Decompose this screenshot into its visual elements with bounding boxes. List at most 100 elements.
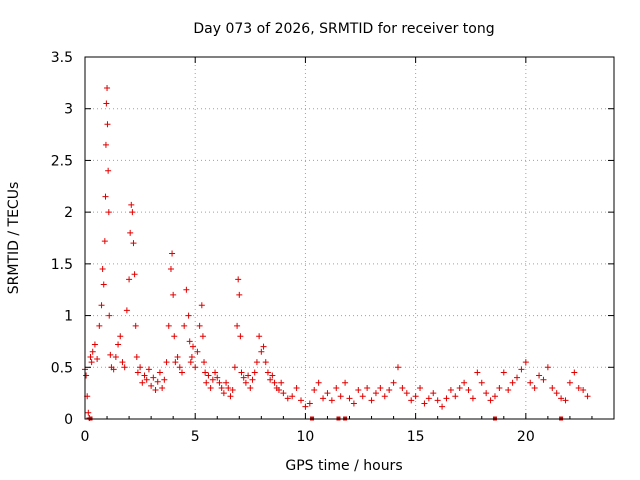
data-point [198, 302, 205, 309]
data-point [105, 167, 112, 174]
data-point [106, 312, 113, 319]
data-point [178, 369, 185, 376]
data-point [127, 229, 134, 236]
data-point [377, 384, 384, 391]
data-point [119, 359, 126, 366]
data-point [236, 291, 243, 298]
data-point [584, 393, 591, 400]
data-point [190, 343, 197, 350]
data-point [514, 374, 521, 381]
data-point [275, 387, 282, 394]
data-point [522, 359, 529, 366]
data-point [359, 393, 366, 400]
data-point [110, 366, 117, 373]
data-point [527, 379, 534, 386]
data-point [469, 395, 476, 402]
data-point [229, 387, 236, 394]
data-point [333, 384, 340, 391]
data-point [143, 376, 150, 383]
data-point [207, 384, 214, 391]
data-point [298, 397, 305, 404]
data-point [88, 359, 95, 366]
data-point [174, 353, 181, 360]
data-point [381, 393, 388, 400]
grid [85, 57, 614, 419]
data-point [260, 343, 267, 350]
x-axis-ticks: 0 5 10 15 20 [81, 57, 593, 445]
data-point [262, 359, 269, 366]
data-point [169, 250, 176, 257]
data-point [199, 333, 206, 340]
data-point [91, 341, 98, 348]
data-point [183, 286, 190, 293]
data-point [186, 338, 193, 345]
y-tick-label: 2.5 [51, 153, 73, 169]
data-point [439, 403, 446, 410]
x-tick-label: 15 [407, 429, 425, 445]
data-point [104, 85, 111, 92]
data-point [121, 364, 128, 371]
data-point [284, 395, 291, 402]
x-axis-label: GPS time / hours [285, 458, 402, 474]
data-point [237, 333, 244, 340]
data-point [278, 379, 285, 386]
data-point [306, 400, 313, 407]
data-point [159, 384, 166, 391]
data-point [196, 322, 203, 329]
data-point [167, 266, 174, 273]
data-point [452, 393, 459, 400]
data-point [202, 369, 209, 376]
data-point [549, 384, 556, 391]
data-point [218, 384, 225, 391]
data-point [293, 384, 300, 391]
data-point [170, 291, 177, 298]
y-axis-label: SRMTID / TECUs [6, 182, 22, 295]
data-point [87, 353, 94, 360]
data-point [100, 281, 107, 288]
data-point [474, 369, 481, 376]
x-tick-label: 10 [297, 429, 315, 445]
data-point [456, 384, 463, 391]
data-point [536, 372, 543, 379]
y-tick-label: 3.5 [51, 50, 73, 66]
data-point [171, 333, 178, 340]
data-point [408, 397, 415, 404]
data-point [447, 387, 454, 394]
data-point [85, 409, 92, 416]
data-point [98, 302, 105, 309]
data-point [566, 379, 573, 386]
data-point [271, 379, 278, 386]
data-point [531, 384, 538, 391]
data-point [518, 366, 525, 373]
data-point [194, 348, 201, 355]
data-point [417, 384, 424, 391]
data-point [394, 364, 401, 371]
data-point [172, 359, 179, 366]
data-point [264, 369, 271, 376]
data-point [101, 238, 108, 245]
data-point [214, 374, 221, 381]
y-tick-label: 0.5 [51, 360, 73, 376]
data-point [267, 376, 274, 383]
data-point [280, 390, 287, 397]
data-point [102, 193, 109, 200]
data-point [256, 333, 263, 340]
data-point [368, 397, 375, 404]
data-point [337, 393, 344, 400]
data-point [216, 379, 223, 386]
y-tick-label: 1 [64, 309, 73, 325]
data-point [130, 240, 137, 247]
y-tick-label: 1.5 [51, 257, 73, 273]
data-point [478, 379, 485, 386]
data-point [225, 384, 232, 391]
data-point [245, 372, 252, 379]
data-point [500, 369, 507, 376]
data-point [269, 372, 276, 379]
data-point [209, 376, 216, 383]
data-point [150, 374, 157, 381]
data-point [102, 141, 109, 148]
data-point [491, 393, 498, 400]
data-point [242, 379, 249, 386]
data-point [163, 359, 170, 366]
data-point [403, 390, 410, 397]
